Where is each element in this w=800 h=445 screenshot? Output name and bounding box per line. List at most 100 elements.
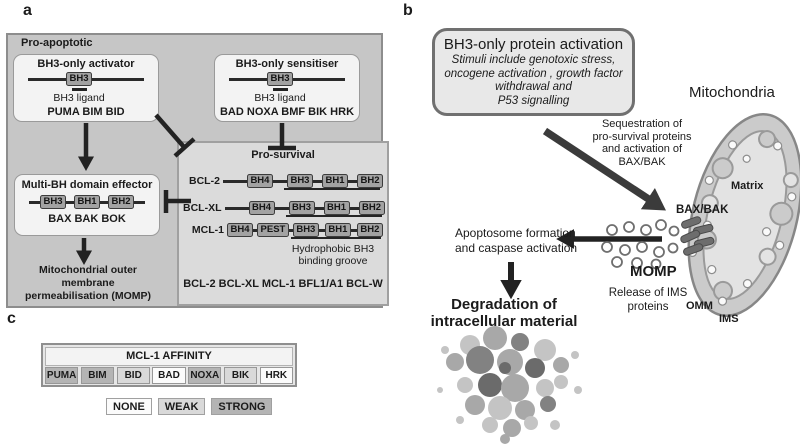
apoptosome-line2: and caspase activation bbox=[455, 241, 578, 255]
matrix-label: Matrix bbox=[731, 180, 764, 192]
momp-caption-line1: Mitochondrial outer membrane bbox=[39, 264, 137, 289]
protein-domain-row: BCL-2 BH4 BH3 BH1 BH2 bbox=[183, 173, 384, 190]
bh-domain-chip: BH4 bbox=[246, 174, 273, 188]
domain-strip: BH4 BH3 BH1 BH2 bbox=[224, 200, 385, 217]
bh-domain-chip: BH1 bbox=[323, 201, 350, 215]
activator-title: BH3-only activator bbox=[37, 58, 135, 70]
domain-strip: BH4 BH3 BH1 BH2 bbox=[222, 173, 384, 190]
bh-domain-chip: BH4 bbox=[248, 201, 275, 215]
groove-caption-line2: binding groove bbox=[298, 255, 368, 267]
protein-name: BCL-2 bbox=[189, 175, 220, 187]
momp-caption: Mitochondrial outer membrane permeabilis… bbox=[12, 264, 164, 303]
degraded-material-illustration bbox=[437, 326, 582, 444]
omm-label: OMM bbox=[686, 300, 713, 312]
release-caption: Release of IMS proteins bbox=[602, 287, 694, 314]
bh3-ligand-callout: BH3 ligand bbox=[208, 86, 352, 104]
affinity-cell: PUMA bbox=[45, 367, 79, 384]
degradation-line2: intracellular material bbox=[430, 313, 578, 330]
sensitiser-domain-strip: BH3 bbox=[229, 72, 345, 86]
groove-underline-icon bbox=[291, 236, 381, 239]
legend-item-weak: WEAK bbox=[157, 398, 206, 415]
apoptosome-line1: Apoptosome formation bbox=[455, 226, 576, 240]
bh-domain-chip: BH3 bbox=[292, 223, 319, 237]
affinity-cell: BIK bbox=[223, 367, 258, 384]
legend-item-strong: STRONG bbox=[211, 398, 273, 415]
pro-apoptotic-title: Pro-apoptotic bbox=[21, 37, 93, 49]
degradation-caption: Degradation of intracellular material bbox=[428, 296, 580, 330]
bh-domain-chip: BH2 bbox=[356, 223, 383, 237]
bh-domain-chip: BH2 bbox=[108, 195, 135, 209]
groove-caption: Hydrophobic BH3 binding groove bbox=[281, 243, 385, 267]
affinity-cell: BID bbox=[116, 367, 150, 384]
legend-item-none: NONE bbox=[106, 398, 152, 415]
bh3-domain-chip: BH3 bbox=[266, 72, 293, 86]
activator-proteins: PUMA BIM BID bbox=[47, 106, 125, 118]
pro-survival-title: Pro-survival bbox=[251, 149, 315, 161]
bh-domain-chip: BH1 bbox=[73, 195, 100, 209]
panel-a-letter: a bbox=[23, 2, 32, 19]
momp-caption-line2: permeabilisation (MOMP) bbox=[24, 290, 151, 302]
activator-domain-strip: BH3 bbox=[28, 72, 144, 86]
protein-domain-row: MCL-1 BH4 PEST BH3 BH1 BH2 bbox=[183, 222, 383, 239]
mitochondria-label: Mitochondria bbox=[689, 84, 775, 101]
bh3-ligand-callout: BH3 ligand bbox=[7, 86, 151, 104]
affinity-cell: HRK bbox=[259, 367, 293, 384]
pest-domain-chip: PEST bbox=[257, 223, 289, 237]
domain-strip: BH4 PEST BH3 BH1 BH2 bbox=[227, 222, 383, 239]
bh-domain-chip: BH3 bbox=[288, 201, 315, 215]
bh-domain-chip: BH4 bbox=[227, 223, 254, 237]
bax-bak-complex-illustration bbox=[680, 216, 715, 256]
stimuli-line: withdrawal and bbox=[495, 81, 572, 93]
affinity-legend: NONE WEAK STRONG bbox=[106, 398, 273, 415]
bh3-activation-box: BH3-only protein activation Stimuli incl… bbox=[432, 28, 635, 116]
bh-domain-chip: BH3 bbox=[286, 174, 313, 188]
sensitiser-proteins: BAD NOXA BMF BIK HRK bbox=[219, 106, 355, 118]
stimuli-line: oncogene activation , growth factor bbox=[444, 67, 623, 80]
sensitiser-title: BH3-only sensitiser bbox=[235, 58, 339, 70]
affinity-cell: BAD bbox=[152, 367, 186, 384]
sequestration-line: Sequestration of bbox=[601, 118, 683, 130]
bh3-ligand-label: BH3 ligand bbox=[53, 92, 105, 104]
stimuli-line: Stimuli include genotoxic stress, bbox=[451, 54, 616, 66]
pro-survival-box: Pro-survival BCL-2 BH4 BH3 BH1 BH2 BCL-X… bbox=[177, 141, 389, 306]
panel-b-letter: b bbox=[403, 2, 413, 19]
activation-stimuli-text: Stimuli include genotoxic stress, oncoge… bbox=[435, 54, 632, 108]
mitochondrial-granules bbox=[687, 140, 797, 306]
panel-c-letter: c bbox=[7, 310, 16, 327]
bh-domain-chip: BH1 bbox=[321, 174, 348, 188]
bh-domain-chip: BH1 bbox=[324, 223, 351, 237]
activation-box-title: BH3-only protein activation bbox=[443, 36, 624, 53]
affinity-cell-row: PUMA BIM BID BAD NOXA BIK HRK bbox=[43, 366, 295, 386]
stimuli-line: P53 signalling bbox=[497, 94, 570, 107]
bh3-ligand-bar-icon bbox=[71, 88, 87, 91]
sequestration-line: and activation of bbox=[601, 143, 683, 155]
bh-domain-chip: BH2 bbox=[356, 174, 383, 188]
affinity-table-header: MCL-1 AFFINITY bbox=[45, 346, 293, 366]
release-line1: Release of IMS bbox=[608, 287, 688, 299]
groove-underline-icon bbox=[283, 187, 380, 190]
affinity-cell: NOXA bbox=[188, 367, 222, 384]
protein-name: BCL-XL bbox=[183, 202, 222, 214]
groove-caption-line1: Hydrophobic BH3 bbox=[291, 243, 375, 255]
mcl1-affinity-table: MCL-1 AFFINITY PUMA BIM BID BAD NOXA BIK… bbox=[41, 343, 297, 387]
bh3-ligand-bar-icon bbox=[272, 88, 288, 91]
bh3-domain-chip: BH3 bbox=[65, 72, 92, 86]
sequestration-line: BAX/BAK bbox=[618, 155, 666, 168]
momp-label: MOMP bbox=[630, 263, 677, 280]
bh-domain-chip: BH3 bbox=[39, 195, 66, 209]
groove-underline-icon bbox=[285, 214, 382, 217]
bh3-only-sensitiser-box: BH3-only sensitiser BH3 BH3 ligand BAD N… bbox=[214, 54, 360, 122]
multi-bh-effector-box: Multi-BH domain effector BH3 BH1 BH2 BAX… bbox=[14, 174, 160, 236]
ims-label: IMS bbox=[719, 313, 739, 325]
affinity-cell: BIM bbox=[80, 367, 115, 384]
released-ims-proteins-illustration bbox=[601, 219, 680, 270]
protein-name: MCL-1 bbox=[191, 224, 224, 236]
bh3-only-activator-box: BH3-only activator BH3 BH3 ligand PUMA B… bbox=[13, 54, 159, 122]
sequestration-caption: Sequestration of pro-survival proteins a… bbox=[591, 118, 693, 168]
effector-title: Multi-BH domain effector bbox=[21, 179, 153, 191]
bh3-ligand-label: BH3 ligand bbox=[254, 92, 306, 104]
sequestration-line: pro-survival proteins bbox=[592, 130, 692, 143]
bh-domain-chip: BH2 bbox=[358, 201, 385, 215]
protein-domain-row: BCL-XL BH4 BH3 BH1 BH2 bbox=[183, 200, 385, 217]
